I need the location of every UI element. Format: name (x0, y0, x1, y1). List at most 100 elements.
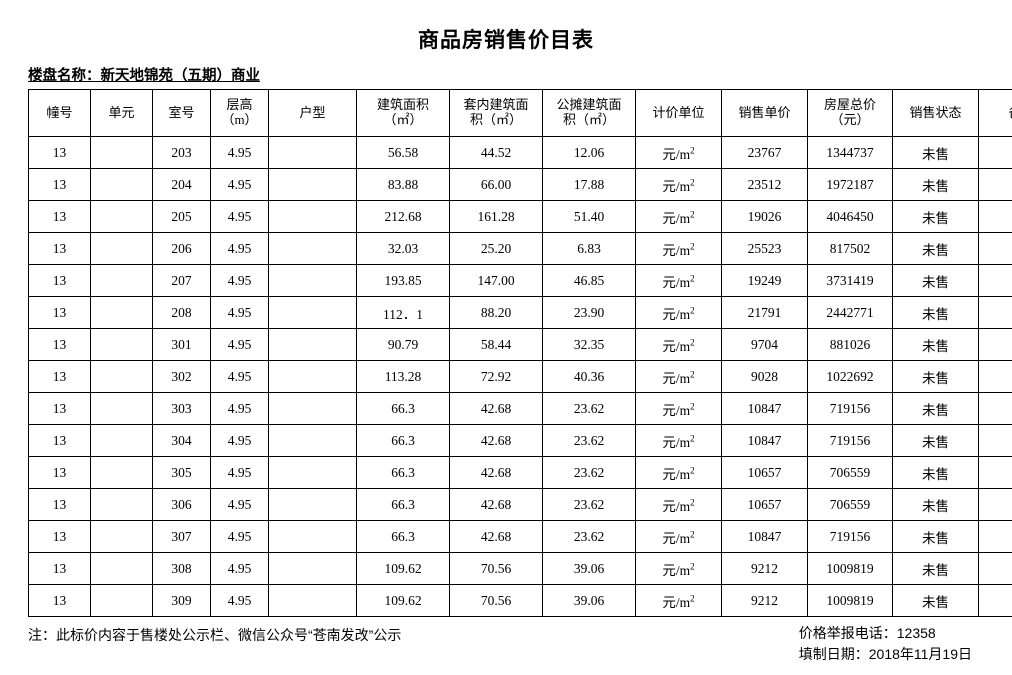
cell-unit (91, 233, 153, 265)
project-name-line: 楼盘名称：新天地锦苑（五期）商业 (28, 64, 1012, 85)
cell-status: 未售 (893, 521, 979, 553)
cell-unit-price: 9212 (722, 553, 808, 585)
project-name-label: 楼盘名称： (28, 68, 101, 84)
cell-price-unit: 元/m2 (636, 393, 722, 425)
cell-unit-price: 10847 (722, 521, 808, 553)
cell-shared-area: 23.62 (543, 393, 636, 425)
cell-build-area: 66.3 (357, 521, 450, 553)
cell-shared-area: 23.90 (543, 297, 636, 329)
cell-status: 未售 (893, 457, 979, 489)
cell-inner-area: 42.68 (450, 521, 543, 553)
cell-status: 未售 (893, 201, 979, 233)
cell-remark (979, 489, 1012, 521)
cell-building: 13 (29, 297, 91, 329)
cell-total-price: 817502 (808, 233, 893, 265)
cell-total-price: 719156 (808, 521, 893, 553)
cell-layout (269, 201, 357, 233)
header-building: 幢号 (29, 90, 91, 137)
header-inner-area-main: 套内建筑面 (450, 98, 542, 113)
cell-layout (269, 457, 357, 489)
cell-unit-price: 10657 (722, 489, 808, 521)
cell-building: 13 (29, 521, 91, 553)
cell-unit-price: 9212 (722, 585, 808, 617)
cell-building: 13 (29, 393, 91, 425)
cell-room: 207 (153, 265, 211, 297)
cell-build-area: 112．1 (357, 297, 450, 329)
cell-remark (979, 521, 1012, 553)
cell-price-unit: 元/m2 (636, 585, 722, 617)
header-layout: 户型 (269, 90, 357, 137)
cell-shared-area: 32.35 (543, 329, 636, 361)
cell-remark (979, 585, 1012, 617)
cell-layout (269, 297, 357, 329)
cell-floor-height: 4.95 (211, 137, 269, 169)
cell-build-area: 113.28 (357, 361, 450, 393)
cell-shared-area: 40.36 (543, 361, 636, 393)
cell-unit (91, 201, 153, 233)
cell-floor-height: 4.95 (211, 393, 269, 425)
cell-room: 306 (153, 489, 211, 521)
cell-inner-area: 44.52 (450, 137, 543, 169)
cell-unit-price: 23767 (722, 137, 808, 169)
report-hotline: 价格举报电话：12358 (799, 623, 972, 644)
cell-floor-height: 4.95 (211, 265, 269, 297)
header-inner-area-sub: 积（㎡） (450, 113, 542, 128)
page-title: 商品房销售价目表 (0, 24, 1012, 54)
cell-floor-height: 4.95 (211, 521, 269, 553)
header-unit-price-main: 销售单价 (722, 106, 807, 121)
header-build-area-sub: （㎡） (357, 113, 449, 128)
cell-shared-area: 46.85 (543, 265, 636, 297)
cell-total-price: 881026 (808, 329, 893, 361)
cell-status: 未售 (893, 169, 979, 201)
cell-room: 301 (153, 329, 211, 361)
cell-layout (269, 489, 357, 521)
cell-layout (269, 585, 357, 617)
cell-room: 307 (153, 521, 211, 553)
cell-price-unit: 元/m2 (636, 169, 722, 201)
cell-build-area: 66.3 (357, 425, 450, 457)
cell-inner-area: 42.68 (450, 425, 543, 457)
header-layout-main: 户型 (269, 106, 356, 121)
cell-unit (91, 265, 153, 297)
cell-floor-height: 4.95 (211, 457, 269, 489)
cell-remark (979, 297, 1012, 329)
cell-unit (91, 425, 153, 457)
cell-unit-price: 9028 (722, 361, 808, 393)
cell-room: 303 (153, 393, 211, 425)
cell-build-area: 109.62 (357, 553, 450, 585)
cell-remark (979, 201, 1012, 233)
cell-room: 302 (153, 361, 211, 393)
cell-total-price: 706559 (808, 457, 893, 489)
cell-building: 13 (29, 233, 91, 265)
cell-build-area: 32.03 (357, 233, 450, 265)
cell-price-unit: 元/m2 (636, 425, 722, 457)
cell-remark (979, 169, 1012, 201)
cell-building: 13 (29, 137, 91, 169)
cell-remark (979, 361, 1012, 393)
header-price-unit-main: 计价单位 (636, 106, 721, 121)
cell-building: 13 (29, 169, 91, 201)
header-unit-price: 销售单价 (722, 90, 808, 137)
cell-remark (979, 233, 1012, 265)
cell-unit (91, 297, 153, 329)
cell-inner-area: 72.92 (450, 361, 543, 393)
cell-build-area: 66.3 (357, 457, 450, 489)
cell-remark (979, 553, 1012, 585)
cell-floor-height: 4.95 (211, 169, 269, 201)
header-build-area: 建筑面积 （㎡） (357, 90, 450, 137)
header-unit: 单元 (91, 90, 153, 137)
cell-price-unit: 元/m2 (636, 297, 722, 329)
cell-remark (979, 393, 1012, 425)
cell-total-price: 706559 (808, 489, 893, 521)
cell-price-unit: 元/m2 (636, 361, 722, 393)
cell-unit (91, 585, 153, 617)
cell-floor-height: 4.95 (211, 489, 269, 521)
cell-total-price: 4046450 (808, 201, 893, 233)
cell-room: 203 (153, 137, 211, 169)
cell-status: 未售 (893, 265, 979, 297)
cell-floor-height: 4.95 (211, 425, 269, 457)
cell-inner-area: 70.56 (450, 553, 543, 585)
